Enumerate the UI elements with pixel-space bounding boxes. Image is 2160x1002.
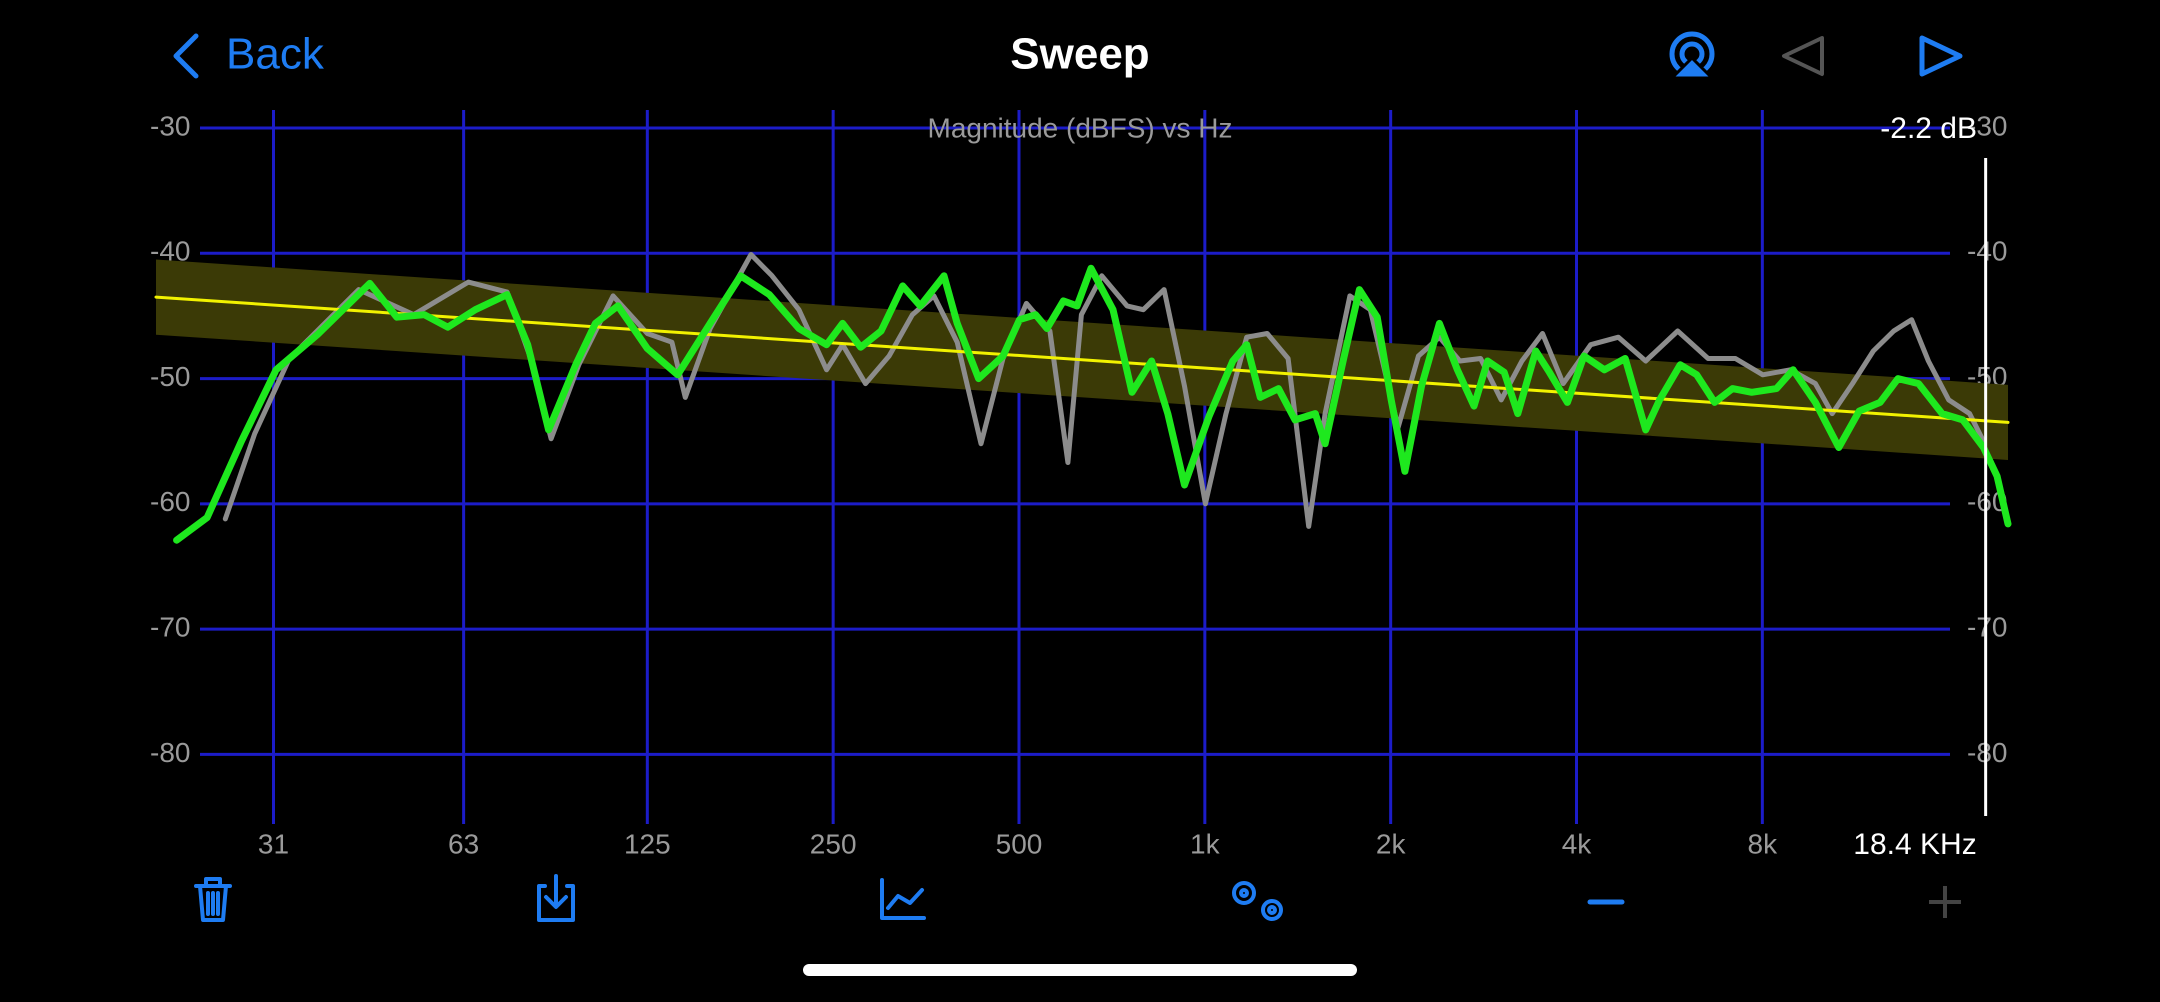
settings-button[interactable] [1232, 881, 1283, 921]
x-tick-label: 500 [996, 828, 1043, 859]
airplay-triangle [1668, 55, 1716, 80]
y-tick-label: -70 [150, 611, 190, 642]
back-button[interactable]: Back [173, 30, 325, 79]
y-tick-label-right: -30 [1967, 110, 2007, 141]
y-tick-label-right: -40 [1967, 236, 2007, 267]
y-tick-label: -50 [150, 361, 190, 392]
cursor-readout: -2.2 dB [1880, 112, 1977, 145]
response-line [173, 264, 2012, 544]
airplay-button[interactable] [1668, 31, 1716, 80]
play-button[interactable] [1919, 35, 1963, 77]
x-tick-label: 2k [1376, 828, 1407, 859]
toolbar [194, 874, 1961, 922]
response-line [222, 252, 1986, 529]
chart-title: Magnitude (dBFS) vs Hz [928, 112, 1233, 143]
x-tick-label: 63 [448, 828, 479, 859]
back-label: Back [226, 30, 325, 79]
previous-button[interactable] [1782, 36, 1824, 76]
y-tick-label: -30 [150, 110, 190, 141]
x-tick-label: 250 [810, 828, 857, 859]
save-button[interactable] [537, 874, 575, 922]
x-tick-label: 8k [1748, 828, 1779, 859]
graph-button[interactable] [880, 878, 926, 920]
back-chevron [173, 33, 199, 79]
x-tick-label: 125 [624, 828, 671, 859]
x-tick-label: 1k [1190, 828, 1221, 859]
delete-button[interactable] [194, 877, 232, 922]
home-indicator [803, 964, 1357, 976]
y-tick-label-right: -80 [1967, 737, 2007, 768]
x-tick-label: 31 [258, 828, 289, 859]
y-tick-label-right: -70 [1967, 611, 2007, 642]
y-tick-label: -80 [150, 737, 190, 768]
screen-title: Sweep [1010, 30, 1149, 79]
y-tick-label: -60 [150, 486, 190, 517]
x-tick-label: 4k [1562, 828, 1593, 859]
cursor-label: 18.4 KHz [1853, 828, 1976, 861]
zoom-in-button[interactable] [1929, 886, 1961, 918]
